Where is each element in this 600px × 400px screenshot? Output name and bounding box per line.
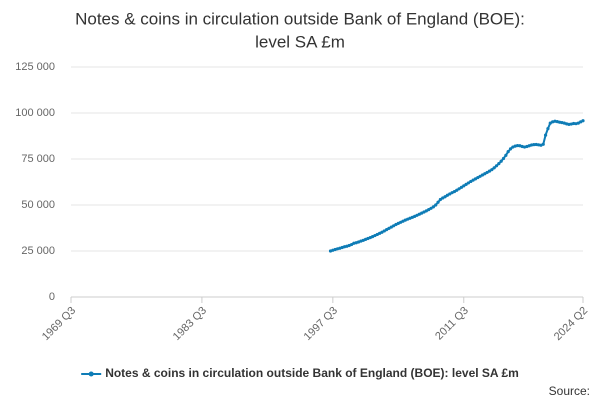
x-tick-label: 1997 Q3	[302, 305, 340, 343]
data-point	[443, 195, 447, 199]
data-point	[501, 156, 506, 161]
x-tick-label: 2011 Q3	[433, 305, 471, 343]
data-point	[459, 185, 464, 189]
data-point	[480, 173, 485, 177]
data-point	[436, 200, 440, 204]
data-point	[429, 206, 433, 210]
data-point	[497, 162, 501, 166]
data-point	[457, 187, 461, 191]
y-tick-label: 0	[49, 291, 55, 303]
data-point	[349, 242, 354, 247]
data-point	[476, 175, 480, 180]
data-point	[515, 143, 520, 148]
data-point	[506, 150, 510, 154]
data-point	[499, 159, 503, 163]
data-point	[427, 208, 431, 212]
source: Source:	[549, 384, 590, 398]
data-point	[548, 121, 552, 125]
data-point	[494, 164, 499, 168]
chart-title: Notes & coins in circulation outside Ban…	[75, 9, 525, 28]
data-point	[438, 197, 442, 202]
data-point	[424, 209, 428, 213]
y-tick-label: 100 000	[15, 107, 55, 119]
data-point	[389, 225, 393, 229]
data-point	[487, 169, 492, 173]
data-point	[431, 205, 435, 209]
y-tick-label: 50 000	[21, 199, 55, 211]
x-tick-label: 1969 Q3	[40, 305, 78, 343]
data-point	[434, 203, 438, 207]
data-point	[485, 170, 489, 175]
data-point	[478, 174, 482, 178]
data-point	[462, 184, 466, 188]
data-point	[445, 193, 450, 197]
data-point	[448, 192, 452, 196]
data-point	[504, 153, 508, 157]
data-point	[392, 224, 396, 228]
data-point	[543, 133, 548, 137]
data-point	[385, 228, 389, 232]
data-point	[452, 189, 457, 194]
data-point	[455, 188, 459, 192]
x-tick-label: 1983 Q3	[171, 305, 209, 343]
data-point	[387, 226, 391, 230]
data-point	[581, 119, 585, 123]
chart-title: level SA £m	[255, 32, 345, 51]
data-point	[473, 177, 478, 181]
data-point	[546, 127, 550, 131]
data-point	[492, 166, 496, 170]
data-point	[508, 147, 513, 151]
data-point	[532, 143, 536, 147]
data-point	[441, 196, 445, 200]
legend-label: Notes & coins in circulation outside Ban…	[105, 366, 519, 380]
x-tick-label: 2024 Q2	[552, 305, 590, 343]
data-point	[490, 168, 494, 172]
data-point	[471, 178, 475, 182]
data-point	[380, 230, 384, 234]
legend-marker	[88, 371, 94, 377]
data-point	[541, 142, 545, 146]
y-tick-label: 25 000	[21, 245, 55, 257]
y-tick-label: 125 000	[15, 61, 55, 73]
data-point	[466, 181, 471, 185]
data-point	[469, 179, 473, 184]
data-point	[576, 121, 580, 125]
y-tick-label: 75 000	[21, 153, 55, 165]
series-line	[330, 119, 584, 252]
data-point	[572, 121, 576, 126]
data-point	[483, 172, 487, 176]
data-point	[464, 182, 468, 186]
data-point	[382, 229, 386, 233]
